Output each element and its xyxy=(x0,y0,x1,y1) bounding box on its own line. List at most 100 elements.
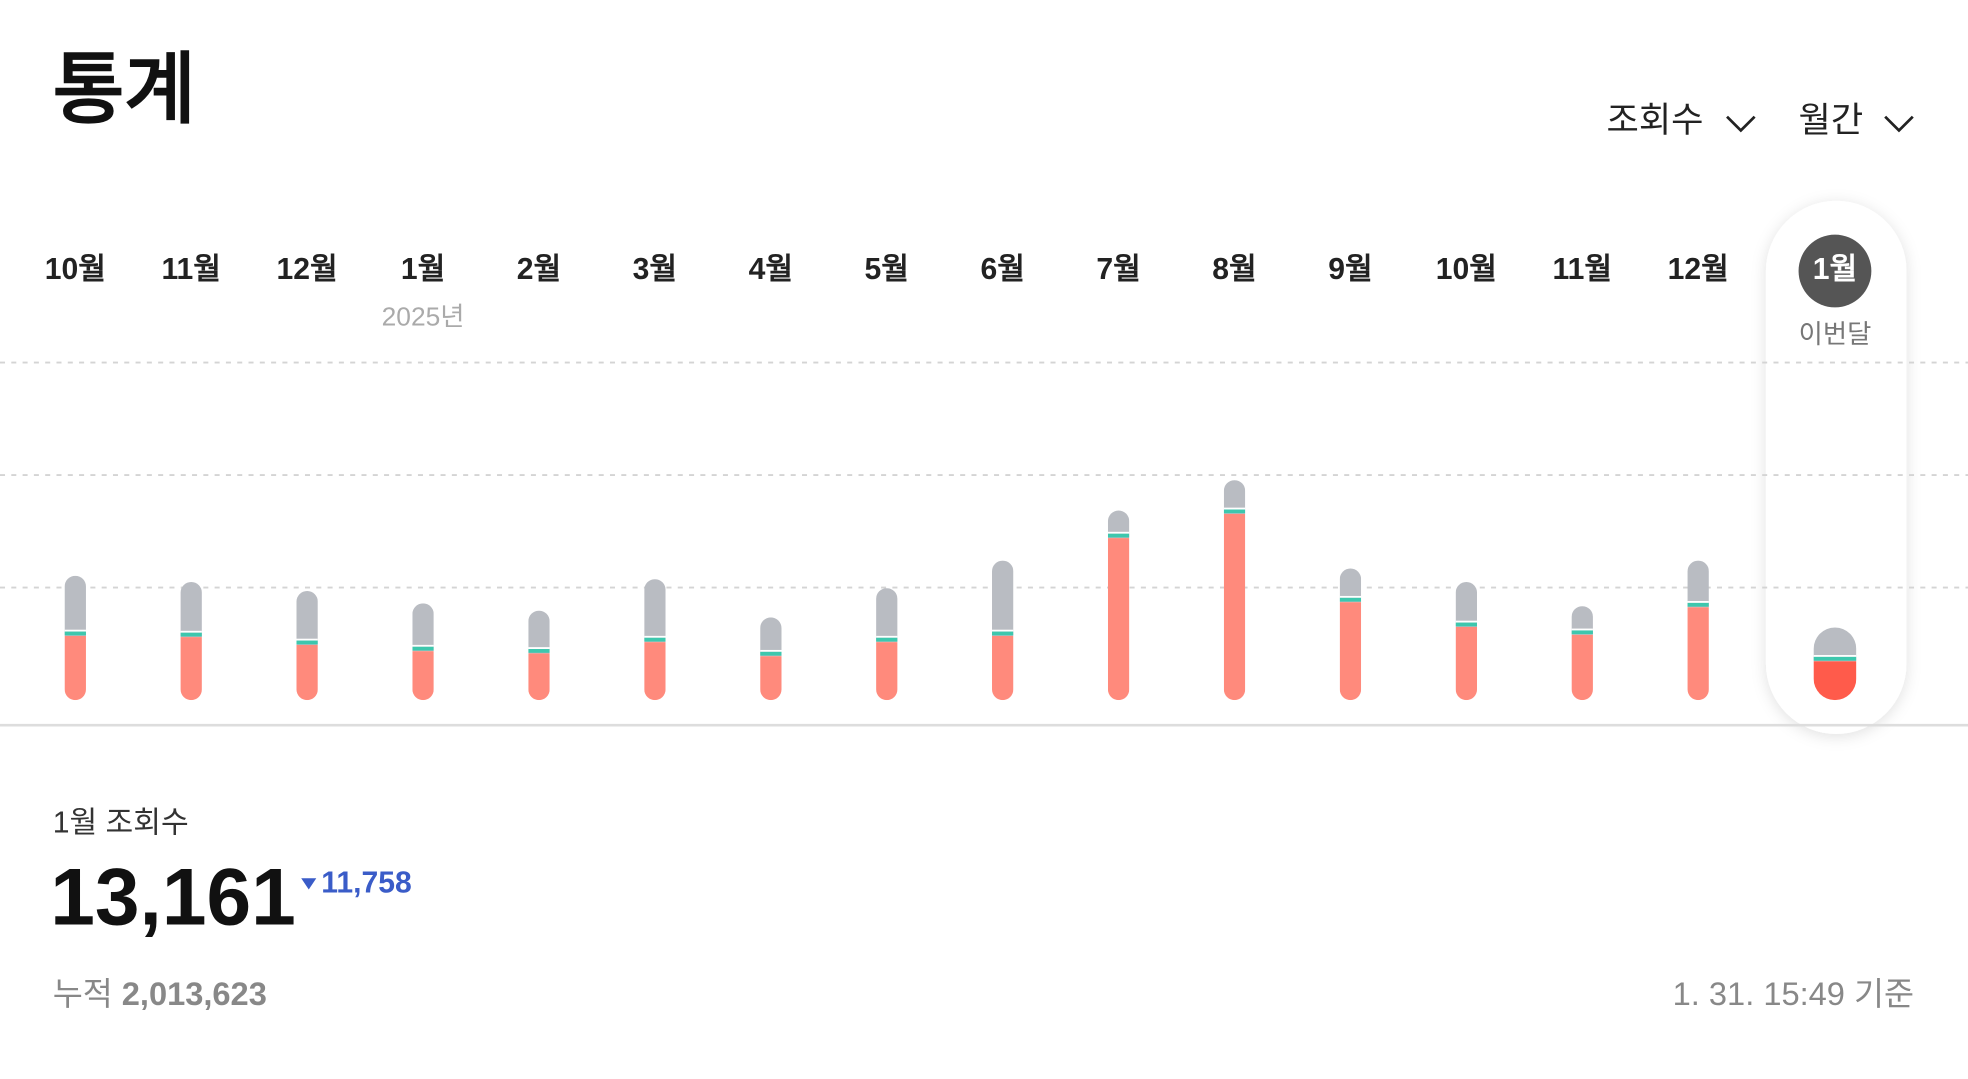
bar-segment xyxy=(180,581,202,638)
x-tick-label: 8월 xyxy=(1212,253,1256,286)
chart: 10월 11월 12월 1월 2월 3월 4월 5월 6월 7월 8월 9월 10월 11월 12월 1월 20… xyxy=(0,234,1968,701)
bar-segment xyxy=(412,603,434,652)
bar-segment xyxy=(760,656,782,701)
bar xyxy=(1107,510,1130,701)
divider xyxy=(1813,655,1857,657)
x-tick-label: 1월 xyxy=(401,253,445,286)
bar-segment xyxy=(1107,538,1130,701)
bar xyxy=(1813,627,1857,701)
bar-segment xyxy=(644,642,666,701)
divider xyxy=(992,631,1014,636)
divider xyxy=(1687,602,1709,607)
divider xyxy=(1223,507,1246,510)
bar-segment xyxy=(644,579,666,643)
bar-segment xyxy=(1813,661,1857,701)
bar-segment xyxy=(1571,634,1593,701)
total-label: 누적 xyxy=(53,975,113,1012)
bar xyxy=(1687,560,1709,701)
bar xyxy=(1223,480,1246,701)
page-title: 통계 xyxy=(53,47,196,133)
x-tick-label: 7월 xyxy=(1096,253,1140,286)
bar xyxy=(1339,568,1362,701)
divider xyxy=(412,644,434,647)
bar-segment xyxy=(1223,513,1246,701)
x-tick-label: 1월 xyxy=(1813,253,1857,286)
bar-segment xyxy=(180,637,202,701)
bar-segment xyxy=(64,575,86,636)
current-month-highlight xyxy=(1765,200,1907,734)
divider xyxy=(1571,628,1593,631)
x-tick-label: 11월 xyxy=(1553,253,1613,286)
bar-segment xyxy=(760,617,782,657)
bar-segment xyxy=(1687,607,1709,701)
bar-segment xyxy=(1687,560,1709,608)
total-value: 2,013,623 xyxy=(122,975,267,1012)
divider xyxy=(876,637,898,642)
bar-segment xyxy=(1571,606,1593,635)
bar-segment xyxy=(528,610,550,654)
bar-segment xyxy=(1339,602,1362,701)
bar-segment xyxy=(876,588,898,643)
x-tick-label: 12월 xyxy=(1668,253,1729,286)
bar-segment xyxy=(1339,568,1362,603)
divider xyxy=(992,629,1014,632)
bar xyxy=(180,581,202,701)
x-tick-label: 4월 xyxy=(749,253,793,286)
summary-value: 13,161 xyxy=(50,853,296,943)
bar-segment xyxy=(1455,626,1478,701)
year-label: 2025년 xyxy=(382,302,465,332)
divider xyxy=(180,632,202,637)
summary-change: 11,758 xyxy=(321,866,411,899)
x-tick-label: 10월 xyxy=(1436,253,1497,286)
x-tick-label: 5월 xyxy=(865,253,909,286)
divider xyxy=(644,635,666,638)
x-tick-label: 3월 xyxy=(633,253,677,286)
bar-segment xyxy=(1107,510,1130,539)
bar xyxy=(760,617,782,701)
divider xyxy=(1687,601,1709,603)
divider xyxy=(296,638,318,641)
divider xyxy=(1339,597,1362,602)
bar-segment xyxy=(296,590,318,645)
bar xyxy=(876,588,898,701)
x-tick-label: 9월 xyxy=(1328,253,1372,286)
divider xyxy=(1107,531,1130,534)
bar xyxy=(644,579,666,701)
current-month-badge xyxy=(1798,234,1872,308)
divider xyxy=(1571,630,1593,635)
bar xyxy=(64,575,86,701)
down-arrow xyxy=(301,878,317,890)
period-filter[interactable]: 월간 xyxy=(1799,101,1864,140)
bar-segment xyxy=(412,651,434,701)
x-tick-label: 11월 xyxy=(161,253,221,286)
divider xyxy=(528,647,550,650)
divider xyxy=(644,637,666,642)
bar-segment xyxy=(992,635,1014,701)
divider xyxy=(412,646,434,651)
divider xyxy=(760,651,782,656)
bar-segment xyxy=(64,635,86,701)
bar xyxy=(528,610,550,701)
divider xyxy=(64,631,86,636)
divider xyxy=(64,629,86,632)
divider xyxy=(1223,509,1246,514)
divider xyxy=(1813,656,1857,661)
divider xyxy=(876,635,898,638)
divider xyxy=(1455,620,1478,623)
divider xyxy=(760,649,782,652)
divider xyxy=(296,640,318,645)
x-tick-label: 10월 xyxy=(45,253,106,286)
divider xyxy=(180,630,202,633)
x-tick-label: 12월 xyxy=(277,253,338,286)
current-label: 이번달 xyxy=(1799,319,1872,349)
bar-segment xyxy=(296,644,318,701)
metric-filter[interactable]: 조회수 xyxy=(1607,101,1704,140)
bar xyxy=(1571,606,1593,701)
bar xyxy=(412,603,434,701)
bar xyxy=(1455,581,1478,701)
divider xyxy=(528,649,550,653)
bar xyxy=(296,590,318,701)
bar-segment xyxy=(876,642,898,701)
